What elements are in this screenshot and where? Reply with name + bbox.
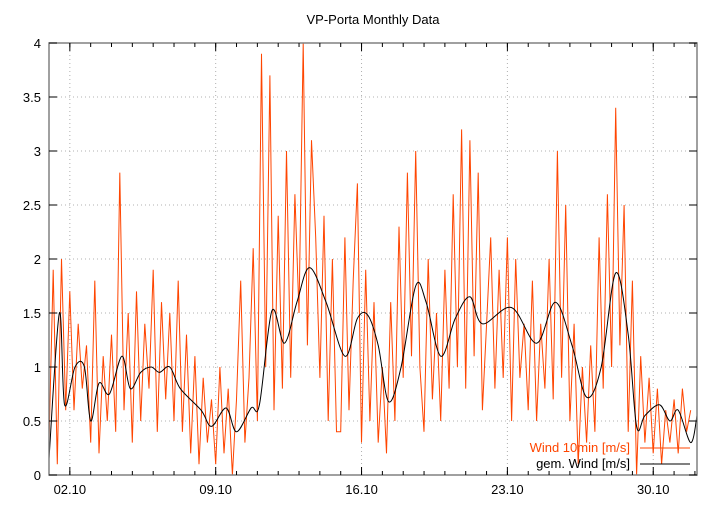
x-tick-label: 09.10 (199, 482, 232, 497)
legend: Wind 10min [m/s] gem. Wind [m/s] (530, 440, 690, 471)
series-line-gem-wind (48, 267, 698, 459)
y-tick-label: 3.5 (23, 90, 41, 105)
x-tick-label: 16.10 (345, 482, 378, 497)
y-tick-label: 3 (34, 144, 41, 159)
y-tick-label: 0 (34, 468, 41, 483)
x-tick-label: 30.10 (637, 482, 670, 497)
y-tick-label: 4 (34, 36, 41, 51)
y-tick-label: 1.5 (23, 306, 41, 321)
y-tick-label: 2 (34, 252, 41, 267)
y-tick-label: 2.5 (23, 198, 41, 213)
x-tick-label: 23.10 (491, 482, 524, 497)
x-tick-label: 02.10 (54, 482, 87, 497)
axis-ticks: 0 0.5 1 1.5 2 2.5 3 3.5 4 02.10 09.10 16.10 23.10 30.… (23, 36, 697, 497)
y-tick-label: 0.5 (23, 414, 41, 429)
chart-title: VP-Porta Monthly Data (307, 12, 441, 27)
series-layer (48, 42, 698, 476)
legend-label-wind-10min: Wind 10min [m/s] (530, 440, 630, 455)
legend-label-gem-wind: gem. Wind [m/s] (536, 456, 630, 471)
grid (49, 43, 697, 475)
y-tick-label: 1 (34, 360, 41, 375)
